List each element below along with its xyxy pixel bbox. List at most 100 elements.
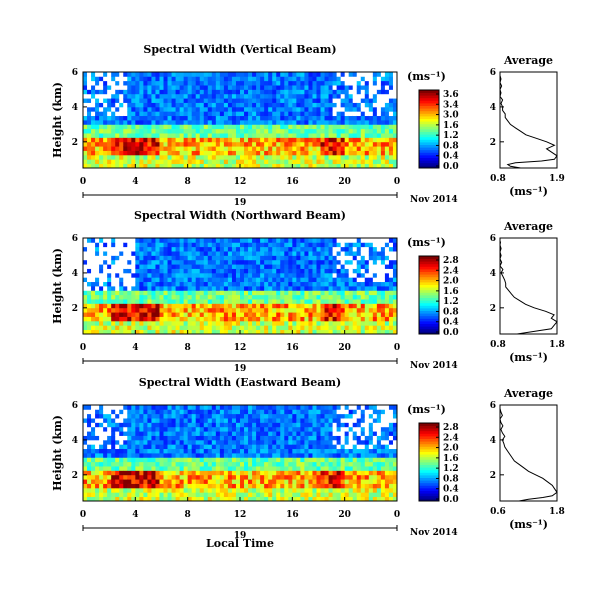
heatmap-cell — [296, 103, 300, 108]
heatmap-cell — [228, 325, 232, 330]
heatmap-cell — [107, 247, 111, 252]
heatmap-cell — [389, 89, 393, 94]
heatmap-cell — [369, 317, 373, 322]
heatmap-cell — [95, 312, 99, 317]
heatmap-cell — [159, 72, 163, 77]
heatmap-cell — [135, 116, 139, 121]
heatmap-cell — [220, 282, 224, 287]
heatmap-cell — [272, 255, 276, 260]
heatmap-cell — [95, 321, 99, 326]
heatmap-cell — [208, 299, 212, 304]
heatmap-cell — [256, 488, 260, 493]
heatmap-cell — [264, 299, 268, 304]
heatmap-cell — [369, 290, 373, 295]
heatmap-cell — [288, 85, 292, 90]
heatmap-cell — [316, 317, 320, 322]
heatmap-cell — [240, 466, 244, 471]
heatmap-cell — [316, 308, 320, 313]
heatmap-cell — [256, 286, 260, 291]
heatmap-cell — [377, 286, 381, 291]
heatmap-cell — [276, 414, 280, 419]
heatmap-cell — [252, 238, 256, 243]
heatmap-cell — [288, 98, 292, 103]
heatmap-cell — [244, 155, 248, 160]
heatmap-cell — [204, 427, 208, 432]
heatmap-cell — [353, 133, 357, 138]
heatmap-cell — [208, 431, 212, 436]
heatmap-cell — [176, 81, 180, 86]
heatmap-cell — [164, 488, 168, 493]
heatmap-cell — [83, 414, 87, 419]
heatmap-cell — [87, 488, 91, 493]
heatmap-cell — [228, 457, 232, 462]
heatmap-cell — [212, 238, 216, 243]
heatmap-cell — [325, 89, 329, 94]
heatmap-cell — [168, 492, 172, 497]
heatmap-cell — [123, 120, 127, 125]
heatmap-cell — [260, 444, 264, 449]
heatmap-cell — [369, 247, 373, 252]
heatmap-cell — [224, 255, 228, 260]
heatmap-cell — [172, 466, 176, 471]
heatmap-cell — [151, 414, 155, 419]
heatmap-cell — [115, 295, 119, 300]
heatmap-cell — [111, 453, 115, 458]
heatmap-cell — [288, 453, 292, 458]
heatmap-cell — [341, 142, 345, 147]
heatmap-cell — [147, 155, 151, 160]
heatmap-cell — [272, 470, 276, 475]
heatmap-cell — [280, 282, 284, 287]
heatmap-cell — [272, 321, 276, 326]
heatmap-cell — [208, 470, 212, 475]
heatmap-cell — [188, 325, 192, 330]
heatmap-cell — [151, 422, 155, 427]
heatmap-cell — [333, 242, 337, 247]
heatmap-cell — [264, 146, 268, 151]
heatmap-cell — [377, 133, 381, 138]
heatmap-cell — [361, 273, 365, 278]
heatmap-cell — [288, 449, 292, 454]
heatmap-cell — [139, 299, 143, 304]
colorbar-segment — [419, 313, 439, 316]
heatmap-cell — [264, 436, 268, 441]
heatmap-cell — [143, 290, 147, 295]
heatmap-cell — [151, 303, 155, 308]
heatmap-cell — [200, 72, 204, 77]
heatmap-cell — [321, 85, 325, 90]
heatmap-cell — [200, 107, 204, 112]
heatmap-cell — [115, 286, 119, 291]
heatmap-cell — [325, 303, 329, 308]
heatmap-cell — [103, 155, 107, 160]
heatmap-cell — [143, 427, 147, 432]
heatmap-cell — [192, 479, 196, 484]
heatmap-cell — [111, 133, 115, 138]
heatmap-cell — [312, 484, 316, 489]
heatmap-cell — [87, 414, 91, 419]
heatmap-cell — [280, 453, 284, 458]
heatmap-cell — [296, 427, 300, 432]
heatmap-cell — [192, 103, 196, 108]
heatmap-cell — [232, 151, 236, 156]
heatmap-cell — [248, 269, 252, 274]
heatmap-cell — [341, 146, 345, 151]
heatmap-cell — [123, 159, 127, 164]
heatmap-cell — [260, 488, 264, 493]
colorbar-unit: (ms⁻¹) — [407, 70, 446, 83]
heatmap-cell — [357, 238, 361, 243]
heatmap-cell — [341, 238, 345, 243]
heatmap-cell — [280, 462, 284, 467]
heatmap-cell — [248, 492, 252, 497]
heatmap-cell — [91, 85, 95, 90]
heatmap-cell — [256, 260, 260, 265]
heatmap-cell — [115, 282, 119, 287]
heatmap-cell — [200, 269, 204, 274]
date-label: 19 — [234, 364, 247, 374]
heatmap-cell — [204, 98, 208, 103]
heatmap-cell — [329, 242, 333, 247]
heatmap-cell — [176, 264, 180, 269]
heatmap-cell — [184, 466, 188, 471]
heatmap-cell — [224, 475, 228, 480]
heatmap-cell — [119, 124, 123, 129]
heatmap-cell — [312, 159, 316, 164]
heatmap-cell — [276, 325, 280, 330]
